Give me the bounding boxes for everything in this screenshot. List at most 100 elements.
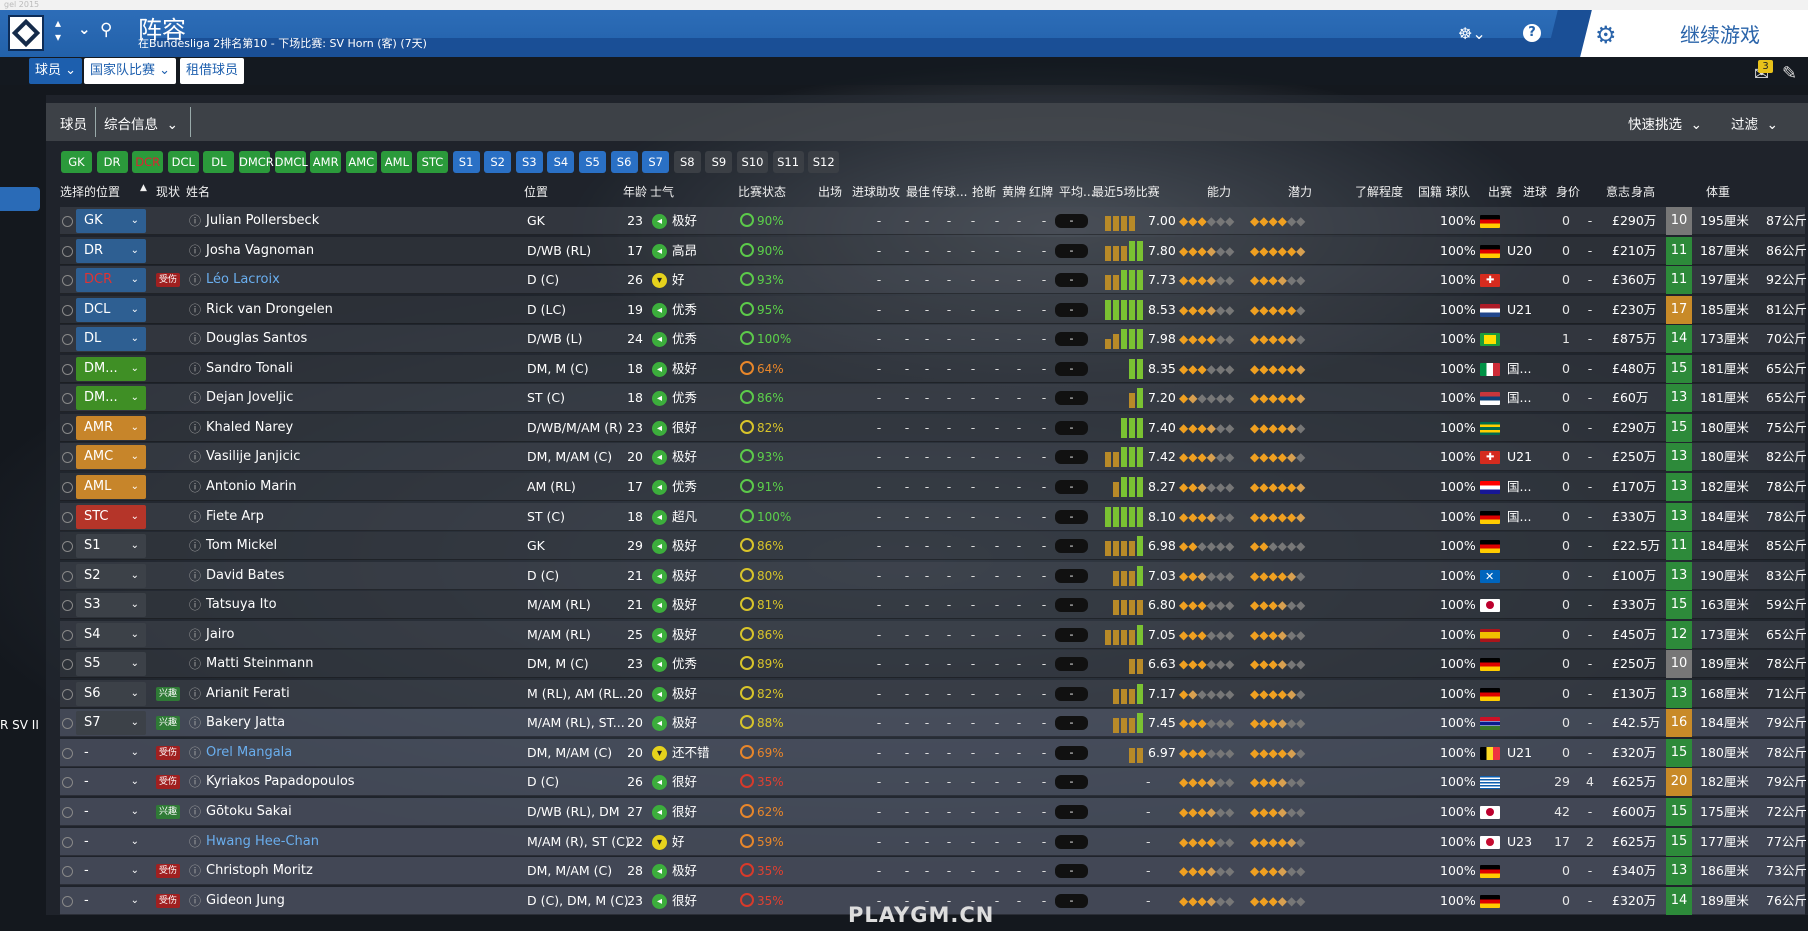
- row-select-radio[interactable]: [62, 718, 73, 730]
- column-header[interactable]: 能力: [1207, 185, 1232, 199]
- club-logo[interactable]: [8, 15, 44, 51]
- info-icon[interactable]: ⓘ: [189, 479, 202, 494]
- column-header[interactable]: 姓名: [186, 185, 211, 199]
- position-slot-select[interactable]: S6 ⌄: [76, 681, 146, 706]
- position-slot-select[interactable]: DM... ⌄: [76, 386, 146, 411]
- chevron-down-icon[interactable]: ⌄: [78, 20, 91, 38]
- chevron-down-icon[interactable]: ⌄: [130, 303, 139, 315]
- position-button-s6[interactable]: S6: [610, 151, 638, 173]
- row-select-radio[interactable]: [62, 275, 73, 287]
- position-slot-select[interactable]: - ⌄: [76, 859, 146, 883]
- info-icon[interactable]: ⓘ: [189, 716, 202, 731]
- row-select-radio[interactable]: [62, 481, 73, 493]
- table-row[interactable]: S6 ⌄ 兴趣 ⓘ Arianit Ferati M (RL), AM (RL... 20 ◂…: [60, 679, 1807, 708]
- position-slot-select[interactable]: GK ⌄: [76, 209, 146, 233]
- chevron-down-icon[interactable]: ⌄: [130, 540, 139, 552]
- position-slot-select[interactable]: - ⌄: [76, 770, 146, 794]
- table-row[interactable]: DL ⌄ ⓘ Douglas Santos D/WB (L) 24 ◂ 优秀 100% - - - - -…: [60, 325, 1807, 354]
- column-header[interactable]: 现状: [156, 185, 181, 199]
- chevron-down-icon[interactable]: ⌄: [130, 421, 139, 433]
- player-name[interactable]: Sandro Tonali: [206, 360, 293, 376]
- info-icon[interactable]: ⓘ: [189, 686, 202, 701]
- column-header[interactable]: 红牌: [1029, 185, 1054, 199]
- info-icon[interactable]: ⓘ: [189, 598, 202, 613]
- table-row[interactable]: - ⌄ 受伤 ⓘ Kyriakos Papadopoulos D (C) 26 ◂ 很好 35% -…: [60, 768, 1807, 797]
- column-header[interactable]: 平均...: [1059, 185, 1095, 199]
- chevron-down-icon[interactable]: ⌄: [130, 717, 139, 729]
- position-button-s5[interactable]: S5: [579, 151, 606, 173]
- position-button-s3[interactable]: S3: [515, 151, 543, 173]
- position-slot-select[interactable]: - ⌄: [76, 800, 146, 824]
- chevron-down-icon[interactable]: ⌄: [130, 392, 139, 404]
- chevron-down-icon[interactable]: ⌄: [130, 806, 139, 817]
- player-name[interactable]: Antonio Marin: [206, 478, 297, 494]
- info-icon[interactable]: ⓘ: [189, 539, 202, 554]
- table-row[interactable]: AML ⌄ ⓘ Antonio Marin AM (RL) 17 ◂ 优秀 91% - - - - - - -…: [60, 472, 1807, 501]
- player-name[interactable]: Fiete Arp: [206, 508, 264, 524]
- position-slot-select[interactable]: AMR ⌄: [76, 415, 146, 440]
- chevron-down-icon[interactable]: ⌄: [130, 687, 139, 699]
- position-button-s10[interactable]: S10: [737, 151, 768, 173]
- row-select-radio[interactable]: [62, 245, 73, 257]
- position-slot-select[interactable]: DCR ⌄: [76, 268, 146, 293]
- tab-players[interactable]: 球员 ⌄: [29, 58, 83, 84]
- position-button-dmcl[interactable]: DMCL: [274, 151, 308, 173]
- player-name[interactable]: Josha Vagnoman: [206, 242, 315, 258]
- info-icon[interactable]: ⓘ: [189, 361, 202, 376]
- position-button-s9[interactable]: S9: [705, 151, 733, 173]
- continue-button[interactable]: 继续游戏: [1680, 23, 1760, 47]
- player-name[interactable]: David Bates: [206, 567, 285, 583]
- chevron-down-icon[interactable]: ⌄: [130, 274, 139, 286]
- row-select-radio[interactable]: [62, 659, 73, 671]
- table-row[interactable]: DM... ⌄ ⓘ Sandro Tonali DM, M (C) 18 ◂ 极好 64% - - -…: [60, 354, 1807, 383]
- position-button-dr[interactable]: DR: [96, 151, 128, 173]
- info-icon[interactable]: ⓘ: [189, 745, 202, 760]
- player-name[interactable]: Dejan Joveljic: [206, 390, 294, 406]
- position-button-dcr[interactable]: DCR: [132, 151, 164, 173]
- sort-ascending-icon[interactable]: ▲: [140, 183, 147, 193]
- column-header[interactable]: 出赛: [1488, 185, 1513, 199]
- position-slot-select[interactable]: STC ⌄: [76, 504, 146, 529]
- row-select-radio[interactable]: [62, 866, 73, 878]
- info-icon[interactable]: ⓘ: [189, 834, 202, 849]
- position-slot-select[interactable]: S4 ⌄: [76, 622, 146, 647]
- info-icon[interactable]: ⓘ: [189, 214, 202, 228]
- chevron-down-icon[interactable]: ⌄: [130, 776, 139, 788]
- player-name[interactable]: Matti Steinmann: [206, 656, 314, 672]
- player-name[interactable]: Léo Lacroix: [206, 272, 280, 288]
- player-name[interactable]: Tatsuya Ito: [206, 597, 277, 613]
- quick-pick-select[interactable]: 快速挑选 ⌄: [1628, 117, 1702, 133]
- view-select[interactable]: 综合信息 ⌄: [104, 117, 178, 133]
- info-icon[interactable]: ⓘ: [189, 627, 202, 642]
- position-button-s2[interactable]: S2: [484, 151, 512, 173]
- column-header[interactable]: 了解程度: [1355, 185, 1404, 199]
- column-header[interactable]: 身价: [1556, 185, 1581, 199]
- position-button-amr[interactable]: AMR: [310, 151, 342, 173]
- chevron-down-icon[interactable]: ⌄: [130, 362, 139, 374]
- position-button-s7[interactable]: S7: [642, 151, 670, 173]
- table-row[interactable]: DR ⌄ ⓘ Josha Vagnoman D/WB (RL) 17 ◂ 高昂 90% - - - - -…: [60, 236, 1807, 265]
- player-name[interactable]: Hwang Hee-Chan: [206, 833, 319, 849]
- player-name[interactable]: Orel Mangala: [206, 744, 293, 760]
- column-header[interactable]: 助攻: [876, 185, 901, 199]
- info-icon[interactable]: ⓘ: [189, 273, 202, 288]
- chevron-down-icon[interactable]: ⌄: [130, 865, 139, 877]
- column-header[interactable]: 体重: [1706, 185, 1731, 199]
- column-header[interactable]: 最近5场比赛: [1092, 185, 1160, 199]
- position-slot-select[interactable]: DL ⌄: [76, 327, 146, 352]
- table-row[interactable]: - ⌄ 受伤 ⓘ Gideon Jung D (C), DM, M (C) 23 ◂ 很好 35%…: [60, 886, 1807, 915]
- info-icon[interactable]: ⓘ: [189, 893, 202, 908]
- column-header[interactable]: 出场: [818, 185, 843, 199]
- chevron-down-icon[interactable]: ⌄: [130, 746, 139, 758]
- position-slot-select[interactable]: - ⌄: [76, 889, 146, 913]
- column-header[interactable]: 进球: [852, 185, 877, 199]
- position-slot-select[interactable]: S5 ⌄: [76, 652, 146, 677]
- chevron-down-icon[interactable]: ⌄: [130, 569, 139, 581]
- position-button-gk[interactable]: GK: [61, 151, 92, 173]
- column-header[interactable]: 身高: [1631, 185, 1656, 199]
- player-name[interactable]: Vasilije Janjicic: [206, 449, 301, 465]
